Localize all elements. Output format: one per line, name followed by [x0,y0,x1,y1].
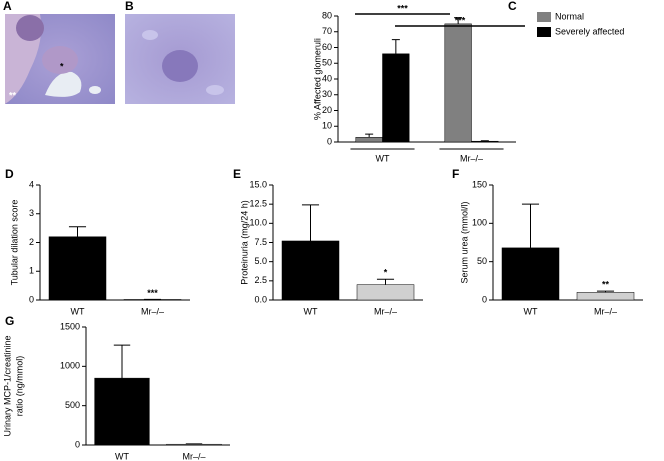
y-tick-label: 50 [322,58,332,68]
y-tick-label: 3 [29,208,34,218]
panel-letter: A [3,0,12,13]
bar [576,292,635,301]
y-tick-label: 2 [29,237,34,247]
bar [471,140,499,143]
y-tick-label: 60 [322,42,332,52]
significance: * [384,268,388,278]
error-bar [521,203,540,248]
y-tick-label: 0 [75,439,80,449]
panel-letter: B [125,0,134,13]
y-tick-label: 7.5 [254,237,267,247]
y-tick-label: 150 [472,179,487,189]
x-tick-label: Mr–/– [182,451,205,461]
y-tick-label: 40 [322,73,332,83]
y-tick-label: 1000 [60,361,80,371]
y-tick-label: 1500 [60,321,80,331]
error-bar [376,278,395,285]
error-bar [596,290,615,293]
bar [48,236,107,301]
y-tick-label: 100 [472,218,487,228]
x-tick-label: WT [304,306,318,316]
panel-letter: F [452,167,459,181]
x-tick-label: Mr–/– [594,306,617,316]
legend-swatch [537,27,551,37]
y-axis-title: Proteinuria (mg/24 h) [239,200,249,285]
bar [355,137,383,143]
micrograph-a [5,14,115,104]
x-tick-label: WT [376,153,390,163]
significance: ** [602,280,610,290]
legend-swatch [537,12,551,22]
bar [356,284,415,301]
y-tick-label: 1 [29,266,34,276]
y-axis-title: % Affected glomeruli [312,38,322,120]
y-tick-label: 12.5 [249,199,267,209]
error-bar [365,133,374,138]
error-bar [301,204,320,241]
y-tick-label: 70 [322,26,332,36]
y-axis-title: Serum urea (mmol/l) [459,201,469,283]
annotation: * [60,61,64,71]
panel-letter: D [5,167,14,181]
y-tick-label: 0 [327,136,332,146]
legend-label: Normal [555,11,584,21]
significance: *** [397,3,408,13]
x-tick-label: Mr–/– [141,306,164,316]
y-tick-label: 0.0 [254,294,267,304]
bar [444,23,472,143]
x-tick-label: WT [115,451,129,461]
y-tick-label: 10 [322,121,332,131]
x-tick-label: WT [71,306,85,316]
error-bar [68,226,87,237]
error-bar [454,17,463,24]
x-tick-label: Mr–/– [460,153,483,163]
y-axis-title: ratio (ng/mmol) [14,356,24,417]
y-tick-label: 10.0 [249,218,267,228]
error-bar [113,344,131,379]
y-tick-label: 500 [65,400,80,410]
legend-label: Severely affected [555,26,624,36]
y-tick-label: 15.0 [249,179,267,189]
x-tick-label: WT [524,306,538,316]
y-tick-label: 4 [29,179,34,189]
bar [166,443,222,446]
micrograph-b [125,14,235,104]
bar [382,53,410,143]
bar [281,240,340,301]
significance: *** [147,288,158,298]
annotation: ** [9,90,17,100]
y-tick-label: 50 [477,256,487,266]
panel-letter: G [5,314,14,328]
y-tick-label: 0 [29,294,34,304]
y-tick-label: 0 [482,294,487,304]
error-bar [391,39,400,54]
bar [94,377,150,446]
y-tick-label: 30 [322,89,332,99]
y-axis-title: Tubular dilation score [9,200,19,286]
panel-letter: C [508,0,517,13]
bar [501,247,560,301]
y-axis-title: Urinary MCP-1/creatinine [2,335,12,436]
panel-letter: E [233,167,241,181]
significance: *** [455,15,466,25]
y-tick-label: 5.0 [254,256,267,266]
y-tick-label: 20 [322,105,332,115]
y-tick-label: 80 [322,10,332,20]
y-tick-label: 2.5 [254,275,267,285]
x-tick-label: Mr–/– [374,306,397,316]
